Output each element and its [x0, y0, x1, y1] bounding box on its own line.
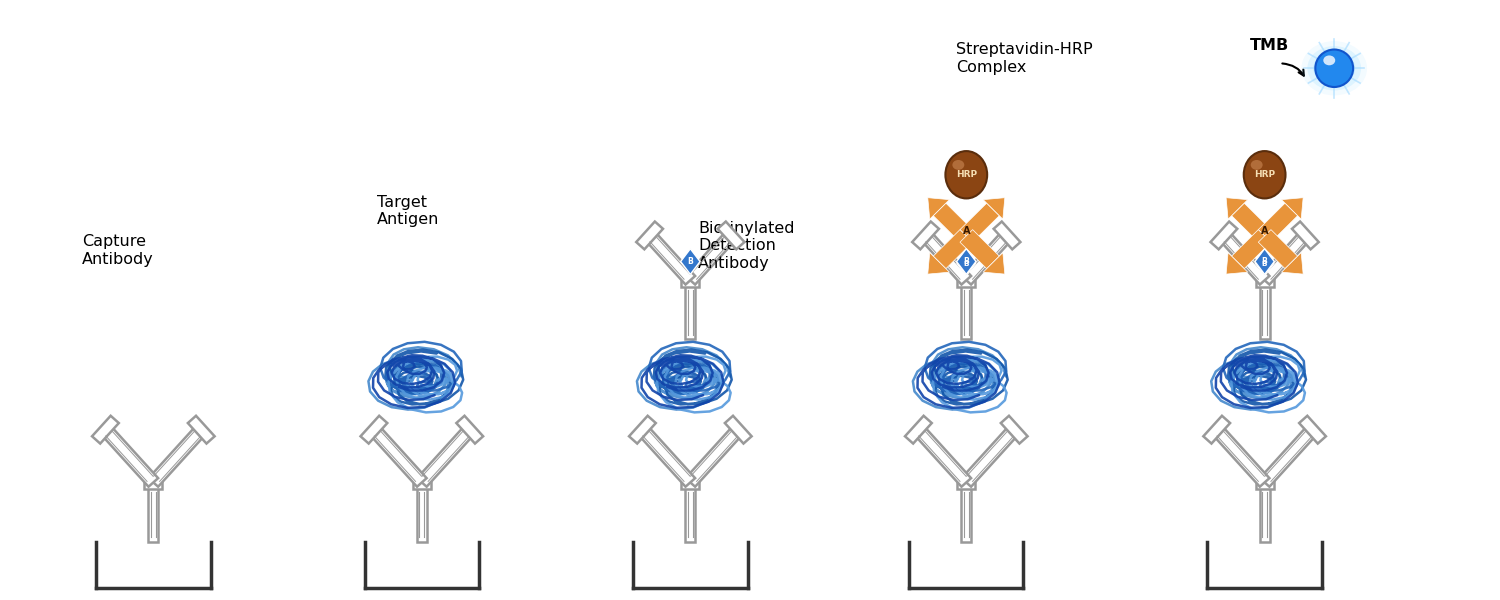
Polygon shape — [148, 425, 206, 487]
Polygon shape — [1258, 203, 1298, 242]
Polygon shape — [904, 416, 932, 443]
Text: B: B — [687, 257, 693, 266]
Text: B: B — [963, 260, 969, 266]
Polygon shape — [1258, 230, 1298, 269]
Ellipse shape — [1314, 51, 1354, 86]
Polygon shape — [962, 425, 1018, 487]
Ellipse shape — [1323, 55, 1335, 65]
Polygon shape — [1232, 230, 1270, 269]
Polygon shape — [1260, 425, 1317, 487]
FancyBboxPatch shape — [686, 285, 696, 340]
Polygon shape — [1292, 221, 1318, 250]
Polygon shape — [100, 425, 158, 487]
FancyBboxPatch shape — [1260, 487, 1269, 542]
Polygon shape — [645, 231, 694, 284]
Polygon shape — [417, 425, 474, 487]
Polygon shape — [928, 197, 950, 219]
Text: A: A — [963, 226, 970, 236]
Ellipse shape — [1244, 151, 1286, 199]
Text: HRP: HRP — [956, 170, 976, 179]
Polygon shape — [1299, 416, 1326, 443]
Polygon shape — [1212, 425, 1269, 487]
Polygon shape — [982, 197, 1005, 219]
Polygon shape — [1281, 253, 1304, 274]
Polygon shape — [360, 416, 387, 443]
Polygon shape — [636, 221, 663, 250]
Polygon shape — [1256, 249, 1275, 274]
Polygon shape — [1226, 253, 1248, 274]
Polygon shape — [638, 425, 694, 487]
FancyBboxPatch shape — [962, 487, 972, 542]
Polygon shape — [628, 416, 656, 443]
Polygon shape — [921, 231, 970, 284]
Polygon shape — [1232, 203, 1270, 242]
Text: B: B — [963, 257, 969, 266]
Polygon shape — [1281, 197, 1304, 219]
Polygon shape — [1000, 416, 1028, 443]
Polygon shape — [1260, 231, 1310, 284]
FancyBboxPatch shape — [144, 479, 162, 490]
Polygon shape — [1256, 251, 1274, 275]
Text: Target
Antigen: Target Antigen — [376, 195, 440, 227]
Ellipse shape — [945, 151, 987, 199]
Polygon shape — [982, 253, 1005, 274]
FancyBboxPatch shape — [417, 487, 428, 542]
Polygon shape — [92, 416, 118, 443]
Text: Capture
Antibody: Capture Antibody — [81, 235, 153, 267]
Polygon shape — [1226, 197, 1248, 219]
FancyBboxPatch shape — [962, 285, 972, 340]
Polygon shape — [914, 425, 970, 487]
Polygon shape — [928, 253, 950, 274]
Polygon shape — [933, 203, 972, 242]
FancyBboxPatch shape — [1256, 479, 1274, 490]
Polygon shape — [681, 249, 700, 274]
Polygon shape — [724, 416, 752, 443]
Polygon shape — [686, 425, 742, 487]
Polygon shape — [686, 231, 736, 284]
Polygon shape — [1210, 221, 1237, 250]
Ellipse shape — [952, 160, 964, 170]
Polygon shape — [717, 221, 744, 250]
Ellipse shape — [1318, 55, 1350, 81]
Polygon shape — [1203, 416, 1230, 443]
Text: Streptavidin-HRP
Complex: Streptavidin-HRP Complex — [957, 42, 1094, 74]
Polygon shape — [933, 230, 972, 269]
FancyBboxPatch shape — [681, 277, 699, 287]
Ellipse shape — [1308, 46, 1360, 91]
Polygon shape — [962, 231, 1012, 284]
Polygon shape — [369, 425, 426, 487]
FancyBboxPatch shape — [686, 487, 696, 542]
Text: A: A — [1262, 226, 1269, 236]
FancyBboxPatch shape — [148, 487, 159, 542]
Polygon shape — [912, 221, 939, 250]
FancyBboxPatch shape — [957, 277, 975, 287]
Polygon shape — [456, 416, 483, 443]
Text: TMB: TMB — [1250, 38, 1288, 53]
Polygon shape — [188, 416, 214, 443]
Text: HRP: HRP — [1254, 170, 1275, 179]
FancyBboxPatch shape — [1256, 277, 1274, 287]
FancyBboxPatch shape — [413, 479, 430, 490]
FancyBboxPatch shape — [681, 479, 699, 490]
Text: Biotinylated
Detection
Antibody: Biotinylated Detection Antibody — [699, 221, 795, 271]
Ellipse shape — [1316, 50, 1353, 87]
Polygon shape — [957, 249, 976, 274]
FancyBboxPatch shape — [1260, 285, 1269, 340]
Polygon shape — [960, 230, 999, 269]
Text: B: B — [1262, 260, 1268, 266]
Ellipse shape — [1302, 41, 1366, 95]
Polygon shape — [957, 251, 975, 275]
Polygon shape — [1220, 231, 1269, 284]
Ellipse shape — [1251, 160, 1263, 170]
Polygon shape — [993, 221, 1020, 250]
Polygon shape — [960, 203, 999, 242]
FancyBboxPatch shape — [957, 479, 975, 490]
Text: B: B — [1262, 257, 1268, 266]
